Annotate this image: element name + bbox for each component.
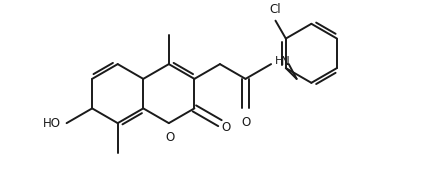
Text: O: O (165, 131, 174, 144)
Text: Cl: Cl (270, 3, 281, 16)
Text: O: O (221, 121, 230, 134)
Text: HO: HO (42, 117, 61, 130)
Text: H: H (275, 56, 283, 66)
Text: N: N (281, 55, 290, 68)
Text: O: O (241, 116, 250, 129)
